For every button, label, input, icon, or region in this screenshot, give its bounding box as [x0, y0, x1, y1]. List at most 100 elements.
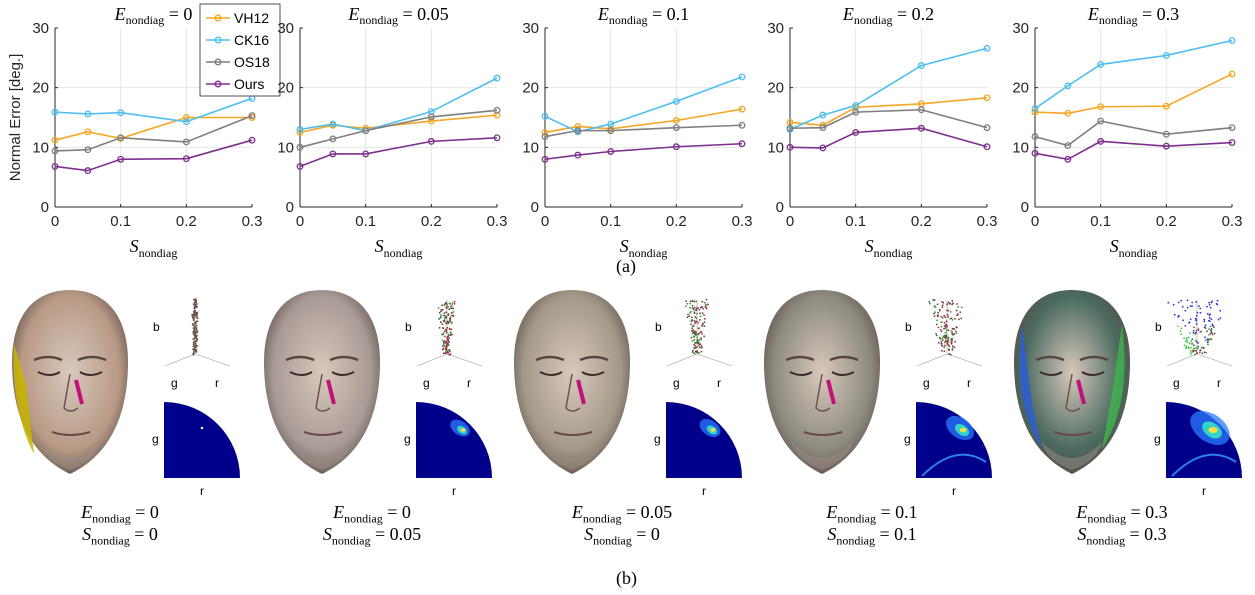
scatter-dot: [698, 308, 701, 311]
mouth: [1053, 431, 1093, 436]
scatter-dot: [1193, 349, 1196, 352]
scatter-dot: [704, 305, 707, 308]
scatter-dot: [1204, 339, 1207, 342]
scatter-dot: [955, 332, 958, 335]
scatter-dot: [1209, 332, 1212, 335]
x-axis-label: Snondiag: [375, 236, 423, 260]
rg-histogram: [666, 402, 742, 478]
scatter-dot: [1172, 303, 1175, 306]
data-point-os18: [493, 106, 501, 114]
scatter-dot: [700, 345, 703, 348]
rgb-scatter: [164, 298, 231, 367]
scatter-dot: [194, 313, 196, 315]
legend-entry: Ours: [234, 76, 264, 92]
data-point-os18: [427, 113, 435, 121]
scatter-dot: [1189, 353, 1192, 356]
scatter-dot: [697, 342, 699, 345]
nose-highlight: [1076, 379, 1086, 405]
legend-entry: OS18: [234, 54, 270, 70]
scatter-dot: [947, 329, 950, 331]
x-axis-label: Snondiag: [130, 236, 178, 260]
scatter-dot: [705, 298, 708, 301]
left-eye: [1039, 371, 1063, 376]
scatter-dot: [443, 335, 446, 338]
param-s-nondiag: Snondiag = 0.3: [1077, 524, 1167, 548]
scatter-dot: [192, 343, 195, 345]
mouth: [553, 431, 593, 436]
nose-highlight: [576, 379, 586, 405]
scatter-dot: [691, 349, 694, 352]
scatter-dot: [950, 317, 953, 320]
scatter-dot: [934, 311, 936, 314]
right-brow: [829, 355, 859, 362]
scatter-dot: [452, 307, 455, 310]
scatter-dot: [1184, 325, 1187, 327]
series-line-vh12: [789, 97, 988, 127]
beard: [40, 442, 100, 470]
scatter-dot: [1219, 309, 1222, 312]
param-e-nondiag: Enondiag = 0.1: [826, 502, 918, 526]
data-point-os18: [607, 127, 615, 135]
x-tick-label: 0.2: [176, 213, 197, 230]
scatter-dot: [947, 309, 950, 312]
y-tick-label: 10: [522, 139, 539, 156]
scatter-dot: [943, 327, 945, 330]
y-tick-label: 30: [32, 20, 49, 37]
scatter-dot: [1208, 314, 1211, 316]
scatter-dot: [195, 330, 197, 333]
right-eye: [831, 371, 855, 376]
scatter-dot: [695, 317, 698, 320]
data-point-os18: [983, 124, 991, 132]
scatter-dot: [195, 346, 197, 348]
data-point-os18: [786, 124, 794, 132]
scatter-dot: [194, 342, 197, 345]
scatter-dot: [445, 350, 447, 353]
scatter-dot: [1184, 309, 1187, 312]
data-point-ours: [983, 143, 991, 151]
rgb-scatter: [916, 299, 983, 367]
histogram-axis-label-r: r: [200, 484, 204, 498]
chart-5: 0 0.1 0.2 0.3 0 10 20 30 Enondiag = 0.3 Snondiag: [1012, 4, 1242, 260]
param-e-nondiag: Enondiag = 0.3: [1076, 502, 1168, 526]
scatter-dot: [700, 337, 702, 339]
scatter-dot: [703, 325, 706, 328]
scatter-dot: [691, 340, 694, 342]
scatter-dot: [1183, 344, 1186, 347]
scatter-dot: [691, 316, 693, 319]
scatter-dot: [1193, 347, 1195, 350]
scatter-dot: [1185, 337, 1188, 340]
scatter-dot: [695, 350, 698, 353]
scatter-dot: [694, 322, 696, 324]
scatter-dot: [1203, 326, 1206, 329]
right-brow: [1079, 355, 1109, 362]
scatter-dot: [1190, 340, 1193, 342]
data-point-ours: [84, 167, 92, 175]
data-point-os18: [248, 112, 256, 120]
data-point-ours: [1064, 155, 1072, 163]
scatter-dot: [693, 343, 696, 346]
histogram-disc: [416, 402, 492, 478]
scatter-dot: [1209, 325, 1212, 328]
scatter-dot: [1201, 352, 1204, 355]
scatter-dot: [1194, 339, 1197, 342]
nose: [63, 373, 79, 412]
x-axis-label: Snondiag: [1110, 236, 1158, 260]
caption-b: (b): [616, 568, 637, 588]
scatter-axis-label-g: g: [923, 376, 930, 390]
scatter-dot: [695, 300, 697, 303]
histogram-axis-label-g: g: [1154, 432, 1161, 446]
scatter-dot: [1190, 346, 1193, 349]
data-point-ours: [51, 162, 59, 170]
scatter-dot: [449, 334, 452, 337]
scatter-dot: [942, 301, 945, 304]
x-tick-label: 0.3: [1222, 213, 1243, 230]
data-point-ours: [329, 150, 337, 158]
histogram-streak: [1171, 453, 1237, 477]
scatter-dot: [695, 334, 697, 337]
data-point-os18: [84, 146, 92, 154]
scatter-dot: [448, 350, 451, 353]
scatter-dot: [937, 342, 940, 344]
scatter-axis-label-b: b: [905, 320, 912, 334]
data-point-ours: [786, 143, 794, 151]
y-tick-label: 30: [1012, 20, 1029, 37]
